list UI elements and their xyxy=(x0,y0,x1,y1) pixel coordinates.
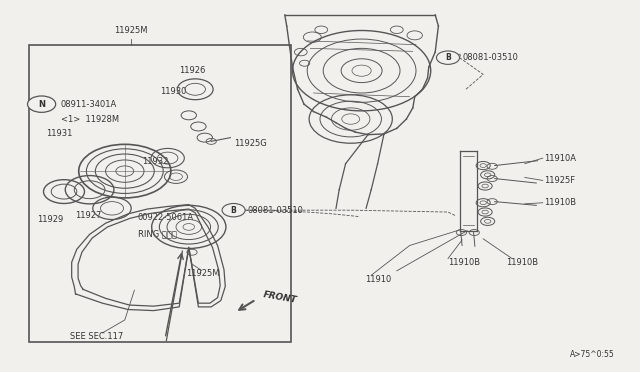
Text: 11929: 11929 xyxy=(37,215,63,224)
Text: 11925M: 11925M xyxy=(186,269,219,278)
Bar xyxy=(29,45,291,342)
Text: <1>  11928M: <1> 11928M xyxy=(61,115,119,124)
Text: 08911-3401A: 08911-3401A xyxy=(61,100,117,109)
Text: 11926: 11926 xyxy=(179,66,205,75)
Text: 08081-03510: 08081-03510 xyxy=(248,206,303,215)
Text: 11925G: 11925G xyxy=(234,139,266,148)
Circle shape xyxy=(28,96,56,112)
Text: A>75^0:55: A>75^0:55 xyxy=(570,350,614,359)
Text: 11910: 11910 xyxy=(365,275,391,283)
Text: SEE SEC.117: SEE SEC.117 xyxy=(70,332,124,341)
Text: B: B xyxy=(231,206,236,215)
Circle shape xyxy=(222,203,245,217)
Text: FRONT: FRONT xyxy=(262,290,298,305)
Text: B: B xyxy=(445,53,451,62)
Text: 11925M: 11925M xyxy=(115,26,148,35)
Text: 00922-5061A: 00922-5061A xyxy=(138,213,194,222)
Text: 11931: 11931 xyxy=(46,129,72,138)
Text: 11910B: 11910B xyxy=(448,258,480,267)
Circle shape xyxy=(436,51,460,64)
Text: 11910A: 11910A xyxy=(544,154,576,163)
Text: 11910B: 11910B xyxy=(506,258,538,267)
Text: N: N xyxy=(38,100,45,109)
Text: RING リング: RING リング xyxy=(138,229,177,238)
Text: 11925F: 11925F xyxy=(544,176,575,185)
Text: 11930: 11930 xyxy=(160,87,186,96)
Text: 11910B: 11910B xyxy=(544,198,576,207)
Text: 11927: 11927 xyxy=(76,211,102,220)
Text: 11932: 11932 xyxy=(142,157,168,166)
Text: 08081-03510: 08081-03510 xyxy=(462,53,518,62)
